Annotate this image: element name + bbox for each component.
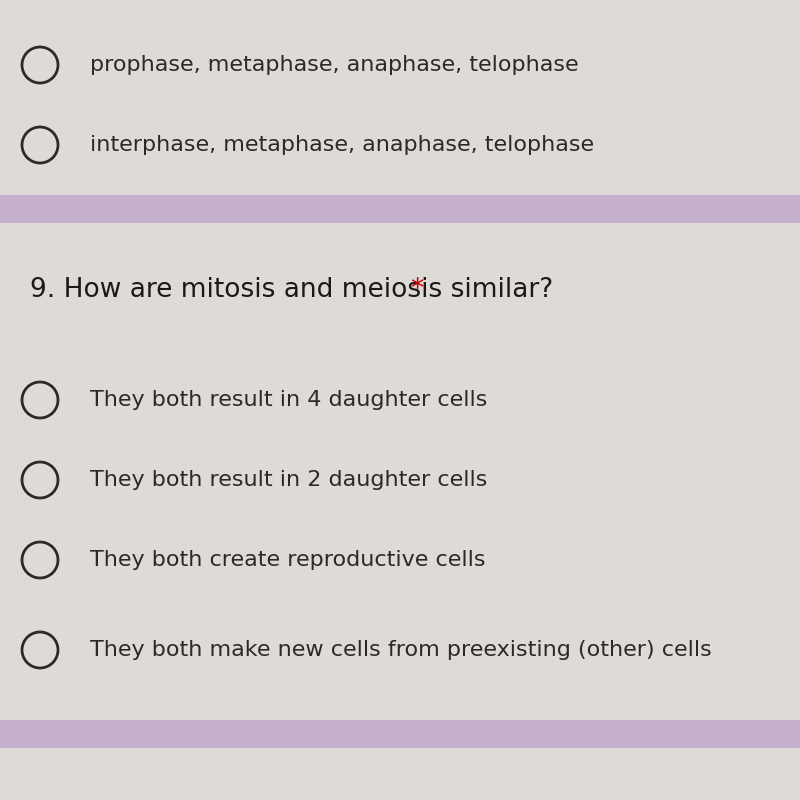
Text: 9. How are mitosis and meiosis similar?: 9. How are mitosis and meiosis similar? (30, 277, 562, 303)
Text: prophase, metaphase, anaphase, telophase: prophase, metaphase, anaphase, telophase (90, 55, 578, 75)
Text: They both result in 2 daughter cells: They both result in 2 daughter cells (90, 470, 487, 490)
Text: interphase, metaphase, anaphase, telophase: interphase, metaphase, anaphase, telopha… (90, 135, 594, 155)
Bar (0, 720, 800, 748)
Text: They both create reproductive cells: They both create reproductive cells (90, 550, 486, 570)
Bar (0, 195, 800, 223)
Text: They both result in 4 daughter cells: They both result in 4 daughter cells (90, 390, 487, 410)
Text: *: * (410, 277, 423, 303)
Text: They both make new cells from preexisting (other) cells: They both make new cells from preexistin… (90, 640, 712, 660)
